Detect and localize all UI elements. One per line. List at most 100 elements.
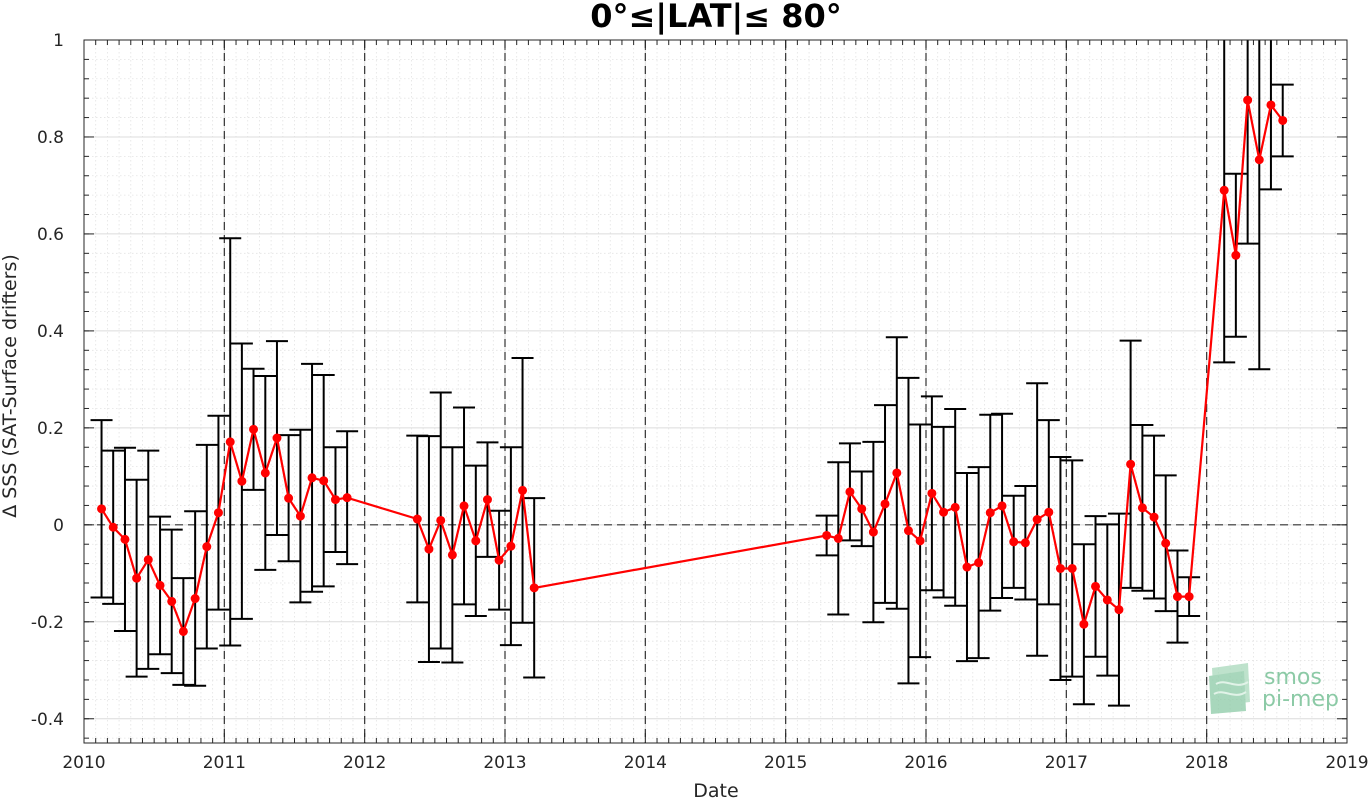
data-point [1020, 538, 1030, 548]
data-point [1243, 95, 1253, 105]
logo-line2: pi-mep [1262, 687, 1339, 712]
data-point [284, 493, 294, 503]
y-tick-label: 1 [53, 31, 64, 51]
y-tick-label: 0.8 [37, 128, 64, 148]
x-tick-label: 2012 [343, 753, 386, 773]
y-tick-label: -0.2 [31, 613, 64, 633]
y-axis-label: Δ SSS (SAT-Surface drifters) [0, 254, 21, 518]
data-point [985, 508, 995, 518]
data-point [1091, 581, 1101, 591]
x-axis-label: Date [693, 780, 738, 799]
data-point [1102, 595, 1112, 605]
data-point [1266, 100, 1276, 110]
data-point [272, 433, 282, 443]
data-point [857, 504, 867, 514]
data-point [342, 493, 352, 503]
data-point [950, 502, 960, 512]
logo-mark-icon [1209, 663, 1250, 714]
data-point [249, 424, 259, 434]
minor-grid [84, 40, 1347, 743]
data-point [880, 499, 890, 509]
data-point [108, 522, 118, 532]
data-point [178, 626, 188, 636]
data-point [1172, 592, 1182, 602]
data-point [471, 536, 481, 546]
data-point [295, 511, 305, 521]
data-point [903, 526, 913, 536]
y-tick-label: 0.2 [37, 419, 64, 439]
data-point [424, 544, 434, 554]
data-point [1079, 619, 1089, 629]
y-tick-label: 0 [53, 516, 64, 536]
x-tick-label: 2015 [764, 753, 807, 773]
data-point [1184, 592, 1194, 602]
x-tick-label: 2011 [203, 753, 246, 773]
data-point [1114, 605, 1124, 615]
data-point [822, 530, 832, 540]
data-point [892, 468, 902, 478]
data-point [868, 527, 878, 537]
data-point [143, 555, 153, 565]
tick-labels: 2010 2011 2012 2013 2014 2015 2016 2017 2018 2019… [31, 31, 1369, 773]
data-point [190, 594, 200, 604]
data-point [1278, 115, 1288, 125]
data-point [915, 536, 925, 546]
data-point [482, 495, 492, 505]
data-point [260, 468, 270, 478]
data-point [330, 495, 340, 505]
data-point [997, 501, 1007, 511]
data-points [97, 95, 1288, 636]
x-tick-label: 2014 [624, 753, 667, 773]
data-point [213, 508, 223, 518]
y-tick-label: 0.4 [37, 322, 64, 342]
x-tick-label: 2013 [483, 753, 526, 773]
data-point [1009, 537, 1019, 547]
data-point [962, 562, 972, 572]
data-point [1219, 185, 1229, 195]
data-point [319, 476, 329, 486]
x-tick-label: 2017 [1045, 753, 1088, 773]
data-point [237, 476, 247, 486]
y-tick-label: -0.4 [31, 710, 64, 730]
data-point [167, 596, 177, 606]
data-point [927, 488, 937, 498]
chart-title: 0°≤|LAT|≤ 80° [590, 0, 841, 36]
data-point [1067, 563, 1077, 573]
data-point [155, 580, 165, 590]
data-point [1044, 507, 1054, 517]
data-point [1126, 459, 1136, 469]
data-point [447, 550, 457, 560]
logo-line1: smos [1264, 665, 1322, 690]
data-point [833, 533, 843, 543]
data-point [518, 485, 528, 495]
data-point [974, 558, 984, 568]
data-point [132, 573, 142, 583]
x-tick-label: 2019 [1325, 753, 1368, 773]
data-point [1137, 503, 1147, 513]
data-point [436, 515, 446, 525]
data-point [1254, 155, 1264, 165]
smos-pi-mep-logo: smos pi-mep [1209, 663, 1339, 714]
x-tick-label: 2016 [904, 753, 947, 773]
data-point [1231, 250, 1241, 260]
data-point [939, 507, 949, 517]
data-point [120, 534, 130, 544]
data-point [1149, 512, 1159, 522]
data-point [1161, 538, 1171, 548]
data-point [1032, 514, 1042, 524]
axis-ticks [83, 39, 1348, 743]
data-point [307, 473, 317, 483]
data-point [494, 555, 504, 565]
data-point [225, 437, 235, 447]
data-point [529, 583, 539, 593]
data-point [412, 514, 422, 524]
data-point [506, 541, 516, 551]
data-point [845, 487, 855, 497]
data-point [1055, 563, 1065, 573]
data-point [202, 542, 212, 552]
y-tick-label: 0.6 [37, 225, 64, 245]
x-tick-label: 2010 [62, 753, 105, 773]
data-point [97, 504, 107, 514]
